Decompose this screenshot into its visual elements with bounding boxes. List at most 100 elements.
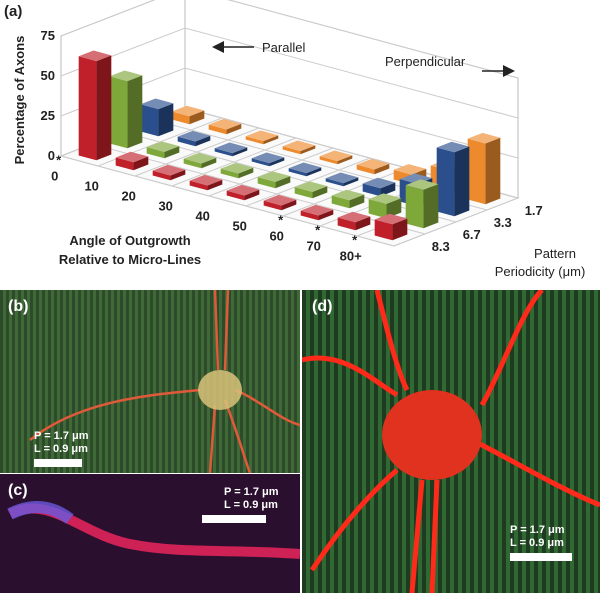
bar: [171, 105, 205, 125]
bar-top: [405, 179, 439, 190]
bar-front: [183, 158, 202, 169]
bar-top: [78, 50, 112, 62]
bar: [356, 158, 390, 175]
bar: [214, 142, 248, 157]
bar: [288, 162, 322, 177]
bar-front: [245, 136, 264, 145]
bar-top: [337, 211, 371, 223]
bar-top: [152, 164, 186, 176]
panel-label: (c): [8, 482, 28, 499]
bar: [362, 177, 396, 197]
x-tick-label: 50: [232, 219, 246, 234]
bar-side: [127, 75, 143, 149]
bar-front: [288, 168, 307, 177]
bar-side: [281, 199, 297, 211]
bar-top: [393, 164, 427, 175]
bar-top: [319, 150, 353, 162]
bar: [467, 132, 501, 205]
bar: [226, 184, 260, 201]
micrograph: (b) P = 1.7 μm L = 0.9 μm: [0, 290, 300, 473]
bar-front: [146, 147, 165, 159]
micrograph: (d) P = 1.7 μm L = 0.9 μm: [302, 290, 600, 593]
bar-front: [140, 104, 159, 137]
x-tick-label: 80+: [340, 249, 362, 264]
bar: [263, 194, 297, 211]
bar-top: [300, 204, 334, 216]
bar-top: [263, 194, 297, 206]
scale-bar: [510, 553, 572, 561]
x-axis-label: Relative to Micro-Lines: [59, 252, 201, 267]
bar-top: [208, 118, 242, 130]
x-tick-label: 40: [195, 209, 209, 224]
bar-top: [189, 174, 223, 186]
floor-line: [60, 155, 395, 247]
z-axis-label: Periodicity (μm): [495, 264, 586, 279]
bar: [152, 164, 186, 181]
bar-front: [171, 111, 190, 125]
bar-top: [325, 172, 359, 184]
bar-side: [244, 189, 260, 201]
bar: [78, 50, 112, 161]
bar: [368, 193, 402, 219]
bar: [183, 152, 217, 169]
x-tick-label: 0: [51, 169, 58, 184]
bar-front: [294, 187, 313, 199]
bar-front: [319, 156, 338, 165]
scale-text: P = 1.7 μm L = 0.9 μm: [202, 486, 279, 523]
bar-top: [183, 152, 217, 164]
bar: [140, 98, 174, 137]
bar-front: [78, 56, 97, 161]
bar-side: [343, 177, 359, 187]
bar-front: [405, 185, 424, 229]
bar: [325, 172, 359, 187]
bar-top: [288, 162, 322, 174]
scale-period: P = 1.7 μm: [34, 430, 89, 442]
bar-front: [325, 178, 344, 187]
z-axis-label: Pattern: [534, 246, 576, 261]
bar-front: [177, 136, 196, 147]
series-label: 1.7: [525, 203, 543, 218]
x-axis-label: Angle of Outgrowth: [69, 233, 190, 248]
bar: [146, 141, 180, 159]
scale-text: P = 1.7 μm L = 0.9 μm: [510, 524, 572, 561]
bar: [220, 162, 254, 179]
bar-top: [436, 141, 470, 153]
x-tick-label: 60: [269, 229, 283, 244]
bar-top: [331, 189, 365, 201]
bar-side: [355, 216, 371, 231]
scale-bar: [202, 515, 266, 523]
bar-top: [374, 213, 408, 225]
bar-top: [362, 177, 396, 189]
panel-label: (d): [312, 298, 333, 315]
bar: [189, 174, 223, 191]
bar-side: [374, 163, 390, 175]
bar-side: [349, 194, 365, 209]
bar-top: [226, 184, 260, 196]
scale-period: P = 1.7 μm: [224, 486, 279, 498]
bar-side: [158, 103, 174, 137]
scale-bar: [34, 459, 82, 467]
x-tick-label: 70: [306, 239, 320, 254]
scale-length: L = 0.9 μm: [510, 537, 564, 549]
bar-side: [164, 146, 180, 159]
scale-length: L = 0.9 μm: [224, 499, 278, 511]
bar-side: [226, 123, 242, 135]
bar-front: [226, 190, 245, 201]
bar-side: [306, 167, 322, 177]
neuron: [302, 290, 600, 593]
y-tick-label: 75: [41, 28, 55, 43]
bar-front: [436, 147, 455, 217]
bar-side: [195, 135, 211, 147]
bar-side: [133, 156, 149, 171]
bar-side: [337, 155, 353, 165]
bar-top: [356, 158, 390, 170]
x-tick-label: 10: [84, 179, 98, 194]
bar-front: [257, 177, 276, 189]
neuron: [29, 290, 300, 473]
bar-top: [177, 130, 211, 142]
bar: [300, 204, 334, 221]
bar-side: [386, 198, 402, 219]
bar-front: [467, 138, 486, 205]
bar-side: [300, 145, 316, 155]
bar-top: [171, 105, 205, 117]
